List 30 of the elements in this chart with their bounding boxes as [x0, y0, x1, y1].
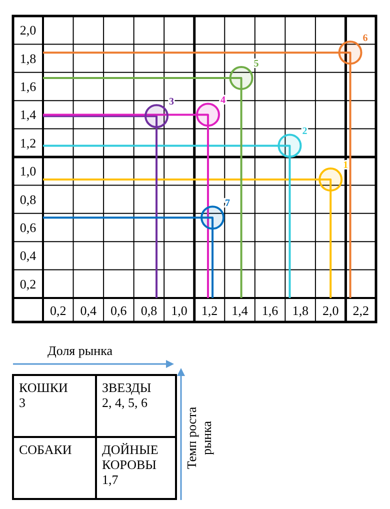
text: СОБАКИ — [19, 442, 72, 457]
text: КОШКИ 3 — [19, 380, 68, 410]
x-tick-label: 0,6 — [110, 303, 128, 318]
text: Доля рынка — [48, 343, 113, 358]
series-label: 7 — [225, 198, 230, 210]
x-tick-label: 1,2 — [201, 303, 218, 318]
x-tick-label: 1,4 — [232, 303, 248, 318]
series-label: 2 — [302, 126, 308, 138]
y-tick-label: 0,2 — [20, 276, 36, 292]
x-tick-label: 2,2 — [352, 303, 369, 318]
y-tick-label: 1,6 — [20, 79, 37, 94]
y-tick-label: 1,2 — [20, 135, 36, 150]
y-tick-label: 1,4 — [20, 107, 37, 122]
y-tick-label: 1,8 — [20, 50, 36, 66]
y-tick-label: 2,0 — [20, 22, 36, 38]
x-tick-label: 1,0 — [171, 303, 188, 318]
series-label: 6 — [362, 33, 368, 44]
y-tick-label: 1,0 — [20, 164, 36, 179]
x-tick-label: 1,6 — [262, 303, 279, 318]
x-tick-label: 0,2 — [50, 303, 66, 318]
x-tick-label: 1,8 — [292, 303, 308, 318]
x-tick-label: 2,0 — [322, 303, 339, 318]
text: Темп роста рынка — [184, 406, 214, 470]
text: ДОЙНЫЕ КОРОВЫ 1,7 — [102, 442, 158, 487]
y-tick-label: 0,8 — [20, 192, 36, 207]
x-tick-label: 0,4 — [80, 303, 98, 318]
y-tick-label: 0,6 — [20, 220, 37, 235]
text: ЗВЕЗДЫ 2, 4, 5, 6 — [102, 380, 152, 410]
y-tick-label: 0,4 — [20, 248, 37, 264]
x-tick-label: 0,8 — [140, 303, 158, 318]
